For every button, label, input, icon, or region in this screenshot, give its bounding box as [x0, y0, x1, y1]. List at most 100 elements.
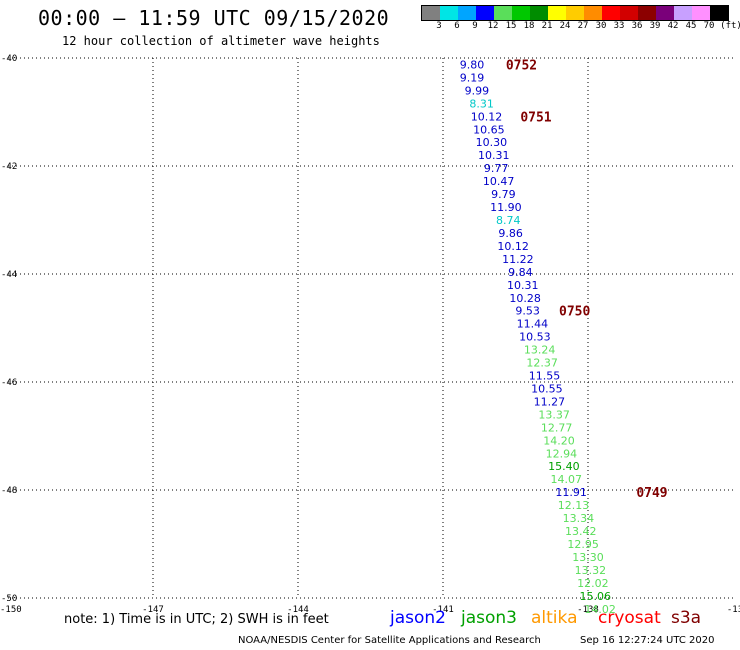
color-tick-label: 45 — [685, 21, 697, 31]
wave-height-value: 12.94 — [546, 447, 578, 460]
lon-label: -13 — [727, 605, 740, 615]
wave-height-value: 9.99 — [465, 84, 490, 97]
color-swatch — [476, 6, 494, 20]
wave-height-value: 11.90 — [490, 201, 522, 214]
wave-height-value: 10.53 — [519, 331, 551, 344]
wave-height-value: 14.02 — [584, 603, 616, 616]
color-tick-label: 3 — [436, 21, 442, 31]
wave-height-value: 13.24 — [524, 344, 556, 357]
wave-height-value: 10.31 — [478, 149, 510, 162]
color-tick-label: 42 — [667, 21, 679, 31]
color-tick-label: 6 — [454, 21, 460, 31]
wave-height-value: 10.30 — [476, 136, 508, 149]
color-swatch — [710, 6, 728, 20]
satellite-legend-item: altika — [531, 608, 578, 628]
color-tick-label: 24 — [559, 21, 571, 31]
lat-label: -44 — [1, 270, 17, 280]
wave-height-value: 12.77 — [541, 421, 573, 434]
color-tick-label: 12 — [487, 21, 499, 31]
wave-height-value: 9.84 — [508, 266, 533, 279]
wave-height-value: 8.31 — [469, 97, 494, 110]
page-title: 00:00 – 11:59 UTC 09/15/2020 — [38, 6, 390, 30]
pass-time-label: 0749 — [636, 486, 667, 501]
wave-height-value: 11.22 — [502, 253, 534, 266]
page-subtitle: 12 hour collection of altimeter wave hei… — [62, 34, 380, 48]
lon-label: -144 — [287, 605, 309, 615]
color-tick-label: 27 — [577, 21, 589, 31]
wave-height-value: 14.20 — [543, 434, 575, 447]
lat-label: -46 — [1, 378, 17, 388]
satellite-legend-item: jason2 — [390, 608, 446, 628]
wave-height-value: 12.37 — [526, 357, 558, 370]
wave-height-value: 9.77 — [484, 162, 509, 175]
wave-height-value: 13.42 — [565, 525, 597, 538]
wave-height-value: 11.27 — [534, 395, 566, 408]
wave-height-value: 15.06 — [580, 590, 612, 603]
color-unit-label: (ft) — [720, 21, 740, 31]
color-legend — [421, 5, 729, 21]
color-swatch — [692, 6, 710, 20]
timestamp: Sep 16 12:27:24 UTC 2020 — [580, 635, 715, 646]
wave-height-value: 13.34 — [563, 512, 595, 525]
wave-height-value: 10.31 — [507, 279, 539, 292]
wave-height-value: 10.28 — [509, 292, 541, 305]
wave-height-value: 14.07 — [551, 473, 583, 486]
wave-height-value: 9.79 — [491, 188, 516, 201]
color-tick-label: 15 — [505, 21, 517, 31]
color-tick-label: 21 — [541, 21, 553, 31]
wave-height-value: 9.80 — [460, 58, 485, 71]
lon-label: -141 — [432, 605, 454, 615]
lon-label: -147 — [142, 605, 164, 615]
satellite-legend-item: s3a — [671, 608, 702, 628]
wave-height-value: 12.02 — [577, 577, 609, 590]
color-tick-label: 30 — [595, 21, 607, 31]
lat-label: -40 — [1, 54, 17, 64]
lat-label: -48 — [1, 486, 17, 496]
color-tick-label: 70 — [703, 21, 715, 31]
wave-height-value: 11.55 — [529, 370, 561, 383]
wave-height-value: 15.40 — [548, 460, 580, 473]
footer-note: note: 1) Time is in UTC; 2) SWH is in fe… — [64, 612, 329, 627]
wave-height-value: 10.55 — [531, 382, 563, 395]
color-swatch — [422, 6, 440, 20]
wave-height-value: 13.37 — [538, 408, 570, 421]
pass-time-label: 0750 — [559, 305, 590, 320]
lon-label: -150 — [0, 605, 22, 615]
color-swatch — [674, 6, 692, 20]
lon-label: -138 — [577, 605, 599, 615]
wave-height-value: 9.53 — [515, 305, 540, 318]
lat-label: -50 — [1, 594, 17, 604]
color-tick-label: 9 — [472, 21, 478, 31]
color-swatch — [458, 6, 476, 20]
lat-label: -42 — [1, 162, 17, 172]
color-swatch — [530, 6, 548, 20]
color-tick-label: 39 — [649, 21, 661, 31]
color-tick-label: 33 — [613, 21, 625, 31]
wave-height-value: 13.32 — [575, 564, 607, 577]
wave-height-value: 12.13 — [558, 499, 590, 512]
wave-height-value: 11.91 — [555, 486, 587, 499]
wave-height-value: 9.86 — [498, 227, 523, 240]
wave-height-value: 9.19 — [460, 71, 485, 84]
pass-time-label: 0751 — [520, 110, 551, 125]
wave-height-value: 10.65 — [473, 123, 505, 136]
color-swatch — [602, 6, 620, 20]
color-swatch — [584, 6, 602, 20]
color-tick-label: 36 — [631, 21, 643, 31]
wave-height-value: 12.95 — [567, 538, 599, 551]
wave-height-value: 11.44 — [517, 318, 549, 331]
wave-height-value: 10.47 — [483, 175, 515, 188]
credit-text: NOAA/NESDIS Center for Satellite Applica… — [238, 635, 541, 646]
satellite-legend-item: cryosat — [598, 608, 661, 628]
color-swatch — [566, 6, 584, 20]
color-tick-label: 18 — [523, 21, 535, 31]
wave-height-value: 10.12 — [497, 240, 529, 253]
wave-height-value: 13.30 — [572, 551, 604, 564]
pass-time-label: 0752 — [506, 58, 537, 73]
satellite-legend-item: jason3 — [461, 608, 517, 628]
wave-height-value: 10.12 — [471, 110, 503, 123]
color-swatch — [638, 6, 656, 20]
color-swatch — [512, 6, 530, 20]
color-swatch — [440, 6, 458, 20]
